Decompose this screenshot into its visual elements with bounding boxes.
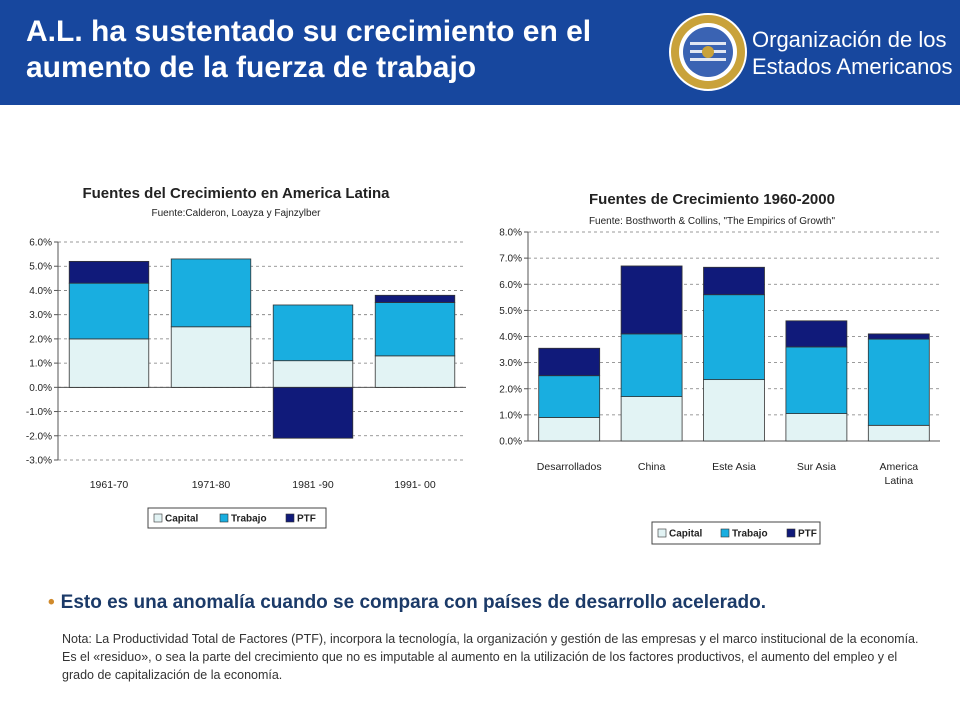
y-tick-label: 2.0% bbox=[499, 384, 522, 395]
legend-swatch-ptf bbox=[786, 528, 796, 538]
category-label: Sur Asia bbox=[797, 461, 836, 473]
oas-seal-logo bbox=[669, 13, 747, 91]
bar-ptf-3 bbox=[703, 266, 765, 296]
category-label: America bbox=[880, 461, 919, 473]
bar-capital-4 bbox=[785, 413, 848, 442]
legend-swatch-ptf bbox=[285, 513, 295, 523]
y-tick-label: 0.0% bbox=[499, 437, 522, 448]
bar-capital-1 bbox=[68, 338, 150, 388]
legend-label-trabajo: Trabajo bbox=[732, 529, 768, 540]
bar-capital-2 bbox=[620, 396, 683, 442]
org-name-line-2: Estados Americanos bbox=[752, 54, 953, 79]
bullet-point: • Esto es una anomalía cuando se compara … bbox=[48, 592, 948, 614]
y-tick-label: 6.0% bbox=[29, 238, 52, 249]
slide-title-line-2: aumento de la fuerza de trabajo bbox=[26, 51, 477, 84]
legend-label-capital: Capital bbox=[165, 514, 199, 525]
y-tick-label: 1.0% bbox=[29, 359, 52, 370]
bar-ptf-1 bbox=[68, 260, 150, 284]
category-label: Latina bbox=[884, 475, 913, 487]
bar-ptf-3 bbox=[272, 386, 354, 439]
bar-ptf-2 bbox=[620, 265, 683, 335]
bar-trabajo-3 bbox=[272, 304, 354, 362]
bullet-dot-icon: • bbox=[48, 592, 55, 613]
bar-capital-1 bbox=[538, 417, 601, 442]
bar-capital-3 bbox=[703, 379, 765, 442]
y-tick-label: 5.0% bbox=[499, 306, 522, 317]
legend-label-ptf: PTF bbox=[798, 529, 817, 540]
bar-ptf-4 bbox=[785, 320, 848, 348]
category-label: Este Asia bbox=[712, 461, 756, 473]
bar-capital-4 bbox=[374, 355, 456, 388]
y-tick-label: 4.0% bbox=[499, 332, 522, 343]
footnote: Nota: La Productividad Total de Factores… bbox=[62, 632, 919, 682]
y-tick-label: -3.0% bbox=[26, 456, 52, 467]
legend-box bbox=[147, 507, 327, 529]
legend-swatch-capital bbox=[657, 528, 667, 538]
legend-swatch-trabajo bbox=[720, 528, 730, 538]
y-tick-label: 5.0% bbox=[29, 262, 52, 273]
bar-trabajo-3 bbox=[703, 294, 765, 381]
y-tick-label: 2.0% bbox=[29, 334, 52, 345]
y-tick-label: -1.0% bbox=[26, 407, 52, 418]
legend-box bbox=[651, 521, 821, 545]
bar-trabajo-1 bbox=[538, 375, 601, 418]
slide-title-line-1: A.L. ha sustentado su crecimiento en el bbox=[26, 15, 592, 48]
bar-capital-2 bbox=[170, 326, 252, 388]
bar-trabajo-5 bbox=[867, 338, 930, 426]
category-label: 1961-70 bbox=[90, 479, 129, 491]
bar-trabajo-2 bbox=[620, 333, 683, 397]
legend-label-trabajo: Trabajo bbox=[231, 514, 267, 525]
y-tick-label: 0.0% bbox=[29, 383, 52, 394]
bar-capital-5 bbox=[867, 424, 930, 442]
header-bar: A.L. ha sustentado su crecimiento en el … bbox=[0, 0, 960, 105]
chart-subtitle: Fuente: Bosthworth & Collins, "The Empir… bbox=[589, 216, 836, 227]
category-label: 1971-80 bbox=[192, 479, 231, 491]
category-label: Desarrollados bbox=[537, 461, 602, 473]
legend-label-capital: Capital bbox=[669, 529, 703, 540]
y-tick-label: 3.0% bbox=[29, 310, 52, 321]
bar-ptf-5 bbox=[867, 333, 930, 340]
bar-trabajo-2 bbox=[170, 258, 252, 328]
legend-swatch-capital bbox=[153, 513, 163, 523]
y-tick-label: 8.0% bbox=[499, 228, 522, 239]
bar-ptf-4 bbox=[374, 294, 456, 303]
legend-label-ptf: PTF bbox=[297, 514, 316, 525]
chart-title: Fuentes de Crecimiento 1960-2000 bbox=[589, 191, 835, 208]
legend-swatch-trabajo bbox=[219, 513, 229, 523]
slide-title: A.L. ha sustentado su crecimiento en el … bbox=[26, 14, 656, 86]
bullet-text: Esto es una anomalía cuando se compara c… bbox=[60, 592, 767, 613]
y-tick-label: 6.0% bbox=[499, 280, 522, 291]
category-label: 1991- 00 bbox=[394, 479, 436, 491]
bar-ptf-1 bbox=[538, 347, 601, 377]
org-name-line-1: Organización de los bbox=[752, 27, 947, 52]
chart-title: Fuentes del Crecimiento en America Latin… bbox=[82, 185, 390, 202]
bar-trabajo-4 bbox=[785, 346, 848, 414]
bar-capital-3 bbox=[272, 360, 354, 388]
bar-trabajo-4 bbox=[374, 302, 456, 357]
category-label: 1981 -90 bbox=[292, 479, 334, 491]
y-tick-label: 4.0% bbox=[29, 286, 52, 297]
org-name: Organización de los Estados Americanos bbox=[752, 26, 953, 80]
y-tick-label: 3.0% bbox=[499, 358, 522, 369]
y-tick-label: -2.0% bbox=[26, 431, 52, 442]
y-tick-label: 1.0% bbox=[499, 410, 522, 421]
y-tick-label: 7.0% bbox=[499, 254, 522, 265]
category-label: China bbox=[638, 461, 666, 473]
chart-subtitle: Fuente:Calderon, Loayza y Fajnzylber bbox=[152, 208, 322, 219]
